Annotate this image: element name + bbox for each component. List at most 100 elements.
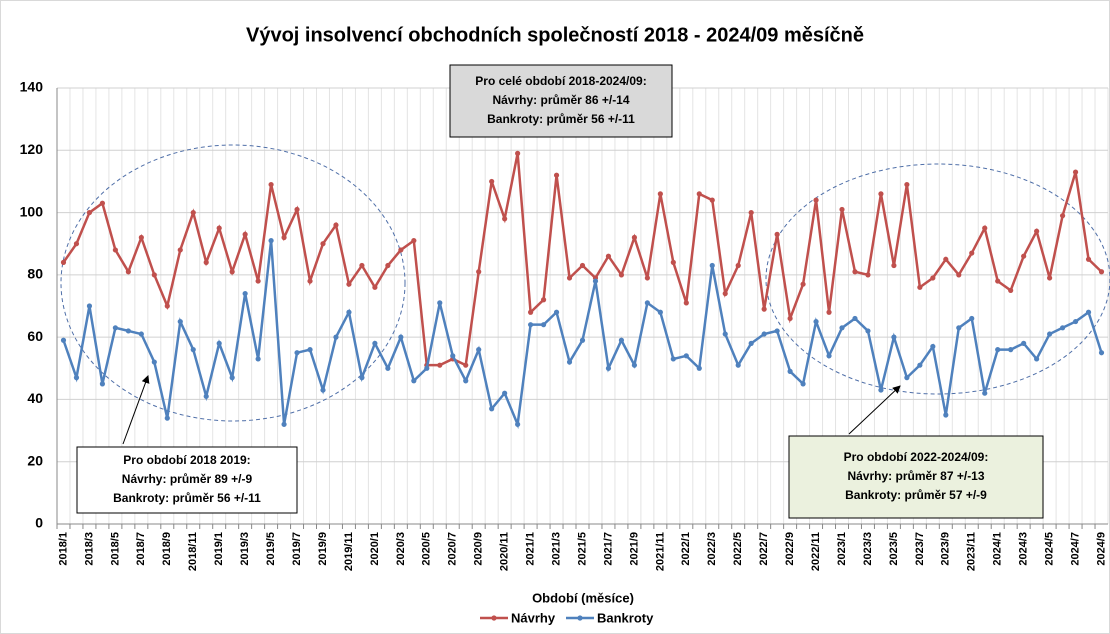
annotation-box xyxy=(449,64,673,138)
annotation-text: Návrhy: průměr 89 +/-9 xyxy=(122,472,253,486)
point xyxy=(307,278,313,284)
point xyxy=(398,334,404,340)
x-tick-label: 2023/9 xyxy=(940,532,952,566)
point xyxy=(1059,325,1066,331)
point xyxy=(216,225,222,231)
y-tick-label: 40 xyxy=(27,390,43,406)
point xyxy=(995,347,1001,353)
point xyxy=(216,340,222,346)
point xyxy=(294,206,300,213)
point xyxy=(515,150,521,156)
point xyxy=(527,309,534,315)
x-axis-label: Období (měsíce) xyxy=(532,590,634,605)
point xyxy=(424,365,430,371)
point xyxy=(1008,287,1014,294)
x-tick-label: 2024/1 xyxy=(992,532,1004,566)
point xyxy=(359,375,365,381)
annotation-text: Pro období 2022-2024/09: xyxy=(844,450,989,464)
point xyxy=(125,269,131,275)
x-tick-label: 2024/3 xyxy=(1018,532,1030,566)
point xyxy=(605,253,612,259)
point xyxy=(372,284,378,290)
x-tick-label: 2018/3 xyxy=(83,532,95,566)
x-tick-label: 2024/9 xyxy=(1095,532,1107,566)
point xyxy=(60,259,67,265)
point xyxy=(631,362,638,368)
annotation-box xyxy=(76,446,298,514)
point xyxy=(904,375,910,381)
point xyxy=(774,231,780,237)
annotation-text: Pro období 2018 2019: xyxy=(123,453,250,467)
point xyxy=(735,362,741,368)
point xyxy=(930,343,936,350)
point xyxy=(190,209,196,216)
point xyxy=(540,297,547,303)
x-tick-label: 2022/3 xyxy=(706,532,718,566)
x-tick-label: 2021/11 xyxy=(654,532,666,571)
x-tick-label: 2019/7 xyxy=(291,532,303,566)
point xyxy=(294,350,300,356)
legend-label: Bankroty xyxy=(597,610,654,625)
x-tick-label: 2021/7 xyxy=(602,532,614,566)
point xyxy=(73,241,80,247)
point xyxy=(255,356,261,362)
highlight-ellipse xyxy=(765,163,1110,395)
point xyxy=(1021,253,1027,259)
y-tick-label: 20 xyxy=(27,452,43,468)
point xyxy=(346,281,352,287)
point xyxy=(878,191,884,197)
point xyxy=(891,334,897,340)
point xyxy=(644,275,650,281)
point xyxy=(566,275,573,281)
point xyxy=(969,315,975,322)
point xyxy=(476,347,482,353)
x-tick-label: 2023/7 xyxy=(914,532,926,566)
point xyxy=(138,234,144,241)
annotation-text: Bankroty: průměr 56 +/-11 xyxy=(113,491,261,505)
point xyxy=(943,412,949,418)
chart-title: Vývoj insolvencí obchodních společností … xyxy=(246,24,864,46)
point xyxy=(553,309,560,315)
point xyxy=(1021,340,1027,346)
x-tick-label: 2022/7 xyxy=(758,532,770,566)
point xyxy=(489,178,495,185)
point xyxy=(320,387,326,393)
point xyxy=(151,359,157,365)
point xyxy=(476,269,482,275)
point xyxy=(761,331,767,337)
x-tick-label: 2020/1 xyxy=(369,532,381,566)
legend-label: Návrhy xyxy=(511,610,556,625)
point xyxy=(203,393,209,399)
x-tick-label: 2023/11 xyxy=(966,532,978,571)
point xyxy=(268,181,274,188)
point xyxy=(826,353,832,359)
point xyxy=(164,415,170,421)
x-tick-label: 2019/3 xyxy=(239,532,251,566)
point xyxy=(203,259,209,265)
point xyxy=(605,365,612,371)
y-tick-label: 80 xyxy=(27,266,43,282)
point xyxy=(1098,269,1105,275)
x-tick-label: 2018/5 xyxy=(109,532,121,566)
point xyxy=(1047,275,1053,281)
x-tick-label: 2024/5 xyxy=(1044,532,1056,566)
point xyxy=(579,262,586,269)
x-tick-label: 2020/5 xyxy=(421,532,433,566)
point xyxy=(891,262,897,269)
point xyxy=(917,284,923,290)
point xyxy=(657,309,663,315)
point xyxy=(437,362,443,368)
point xyxy=(865,272,871,278)
point xyxy=(904,181,910,188)
x-tick-label: 2021/1 xyxy=(525,532,537,566)
x-tick-label: 2023/1 xyxy=(836,532,848,566)
point xyxy=(268,238,274,244)
point xyxy=(748,340,754,346)
point xyxy=(1085,256,1092,262)
x-tick-label: 2024/7 xyxy=(1069,532,1081,566)
x-tick-label: 2021/3 xyxy=(550,532,562,566)
point xyxy=(826,309,832,315)
x-tick-label: 2020/3 xyxy=(395,532,407,566)
point xyxy=(1008,347,1014,353)
point xyxy=(229,269,235,275)
